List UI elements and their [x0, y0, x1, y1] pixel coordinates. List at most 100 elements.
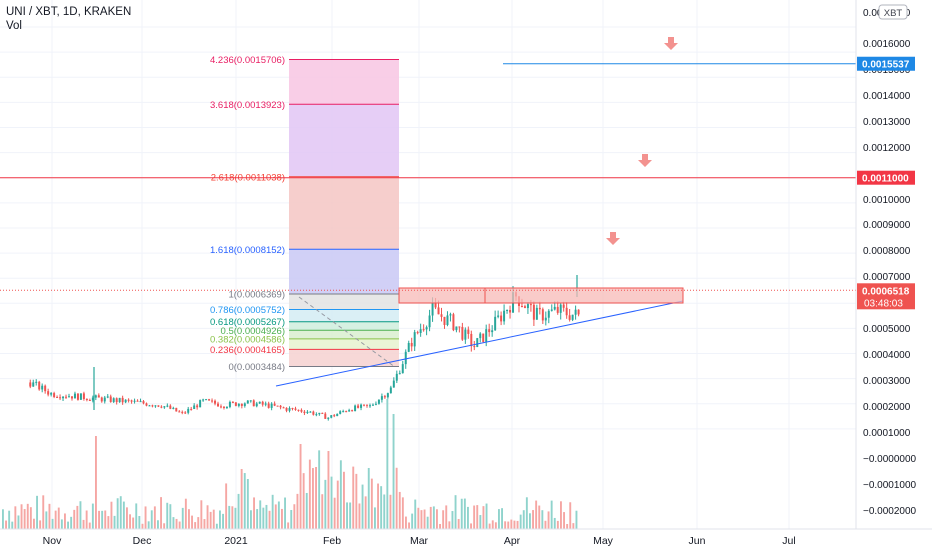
symbol-title[interactable]: UNI / XBT, 1D, KRAKEN	[6, 6, 132, 18]
candle	[291, 408, 294, 410]
volume-bar	[141, 523, 144, 529]
fib-zone	[289, 321, 399, 331]
fib-zone	[289, 338, 399, 350]
volume-bar	[569, 502, 572, 529]
volume-bar	[200, 500, 203, 529]
volume-bar	[287, 522, 290, 529]
volume-bar	[188, 509, 190, 529]
volume-bar	[243, 473, 246, 529]
volume-bar	[572, 523, 575, 529]
volume-bar	[64, 513, 66, 529]
time-tick-label: Apr	[504, 535, 521, 547]
candle	[392, 380, 395, 388]
volume-bar	[110, 501, 113, 529]
volume-bar	[327, 451, 330, 529]
candle	[330, 415, 333, 418]
time-tick-label: Nov	[43, 535, 62, 547]
candle	[422, 329, 425, 331]
volume-bar	[364, 496, 367, 529]
volume-bar	[563, 512, 565, 529]
volume-bar	[414, 499, 417, 529]
candle-series	[29, 286, 580, 421]
time-tick-label: 2021	[224, 535, 248, 547]
volume-bar	[138, 515, 141, 529]
candle	[431, 303, 434, 316]
candle	[485, 329, 488, 342]
volume-bar	[556, 520, 559, 529]
candle	[312, 411, 315, 415]
volume-bar	[85, 510, 88, 529]
volume-bar	[429, 506, 432, 529]
candle	[577, 309, 580, 315]
candle	[148, 405, 151, 407]
candle	[103, 397, 106, 402]
volume-bar	[91, 503, 94, 529]
volume-bar	[250, 510, 252, 529]
volume-bar	[398, 491, 401, 529]
candle	[562, 304, 565, 308]
candle	[523, 306, 526, 309]
volume-bar	[575, 510, 578, 529]
candle	[440, 314, 443, 317]
volume-bar	[119, 496, 122, 529]
volume-bar	[60, 519, 63, 529]
candle	[76, 393, 79, 400]
volume-bar	[296, 493, 299, 529]
volume-bar	[293, 504, 296, 529]
candle	[371, 404, 374, 406]
candle	[574, 309, 577, 315]
volume-bar	[82, 519, 85, 529]
candle	[62, 396, 65, 399]
candle	[178, 411, 181, 413]
volume-bar	[522, 510, 525, 529]
volume-bar	[463, 498, 466, 529]
candle	[270, 403, 273, 408]
time-tick-label: Dec	[133, 535, 152, 547]
candle	[547, 310, 550, 318]
candle	[461, 326, 464, 340]
candle	[568, 315, 571, 320]
volume-bar	[169, 504, 172, 529]
candle	[106, 396, 109, 398]
volume-bar	[42, 495, 45, 529]
volume-bar	[107, 516, 110, 529]
candle	[497, 315, 500, 317]
volume-bar	[95, 436, 97, 529]
candle	[252, 400, 255, 407]
volume-bar	[8, 510, 11, 529]
volume-bar	[225, 483, 228, 529]
candle	[154, 405, 157, 407]
volume-bar	[488, 523, 491, 529]
candle	[184, 412, 187, 414]
fib-diagonal	[298, 296, 396, 368]
volume-bar	[544, 520, 547, 529]
candle	[193, 405, 196, 410]
candle	[130, 400, 133, 402]
currency-badge	[878, 4, 908, 20]
volume-bar	[268, 510, 271, 529]
volume-bar	[57, 507, 60, 529]
volume-bar	[14, 506, 17, 529]
candle	[65, 396, 68, 398]
candle	[181, 411, 184, 413]
candle	[38, 381, 41, 390]
volume-bar	[113, 515, 116, 529]
candle	[56, 396, 59, 398]
price-tick-label: 0.0003000	[863, 376, 911, 387]
volume-bar	[339, 460, 342, 529]
volume-bar	[349, 502, 352, 529]
fib-level-label: 0.236(0.0004165)	[210, 345, 285, 356]
candle	[345, 411, 348, 413]
candle	[222, 406, 225, 408]
volume-bar	[476, 505, 479, 529]
volume-bar	[17, 515, 20, 529]
volume-bar	[560, 501, 562, 529]
candle	[324, 413, 327, 419]
chart-header: UNI / XBT, 1D, KRAKEN Vol	[6, 5, 131, 33]
volume-bar	[197, 517, 200, 529]
time-tick-label: Jul	[782, 535, 795, 547]
price-tick-label: 0.0012000	[863, 143, 911, 154]
volume-bar	[240, 469, 243, 529]
candle	[115, 398, 118, 403]
